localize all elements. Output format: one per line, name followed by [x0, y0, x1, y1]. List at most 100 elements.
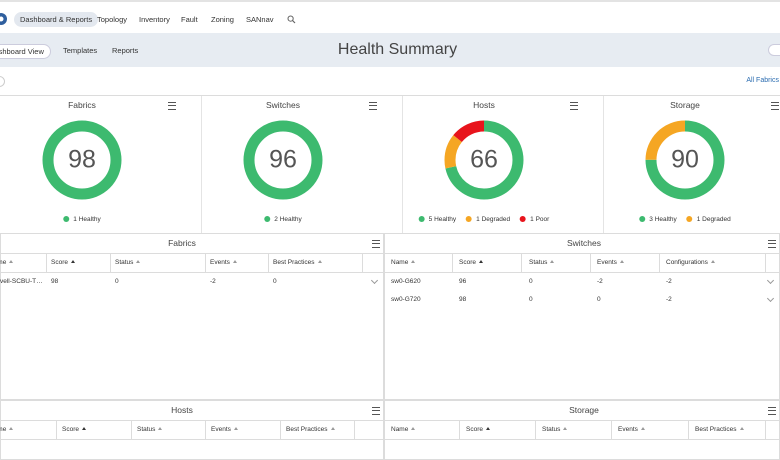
- column-header[interactable]: Name: [0, 426, 14, 433]
- legend-item: 2 Healthy: [264, 216, 302, 223]
- cell: 0: [115, 278, 119, 285]
- column-label: Score: [459, 259, 476, 266]
- legend-dot: [264, 216, 271, 222]
- donut: [243, 120, 323, 200]
- settings-pill[interactable]: [768, 44, 780, 56]
- column-header[interactable]: Status: [115, 259, 141, 266]
- legend-count: 1: [476, 216, 480, 223]
- sort-icon: [330, 427, 335, 430]
- donut-segment: [444, 120, 524, 200]
- column-header[interactable]: Name: [391, 426, 416, 433]
- nav-item[interactable]: Fault: [181, 15, 198, 24]
- nav-item[interactable]: Inventory: [139, 15, 170, 24]
- sort-icon: [233, 427, 238, 430]
- column-divider: [611, 420, 612, 439]
- column-header[interactable]: Configurations: [666, 259, 715, 266]
- row-line: [0, 420, 384, 421]
- tab[interactable]: Dashboard View: [0, 44, 51, 59]
- cell: -2: [666, 278, 672, 285]
- column-label: Best Practices: [286, 426, 328, 433]
- table-panel: [384, 233, 780, 400]
- column-label: Score: [466, 426, 483, 433]
- table-title: Hosts: [171, 405, 193, 415]
- widget-title: Storage: [670, 100, 700, 110]
- row-line: [384, 439, 780, 440]
- nav-item[interactable]: Dashboard & Reports: [14, 12, 99, 27]
- menu-icon[interactable]: [372, 240, 380, 248]
- legend-count: 3: [649, 216, 653, 223]
- cell: 98: [51, 278, 59, 285]
- column-header[interactable]: Score: [51, 259, 75, 266]
- column-label: Name: [0, 259, 7, 266]
- widget-title: Hosts: [473, 100, 495, 110]
- toggle[interactable]: [0, 76, 5, 87]
- sort-icon: [563, 427, 568, 430]
- row-line: [384, 272, 780, 273]
- legend-dot: [418, 216, 425, 222]
- column-header[interactable]: Events: [211, 426, 238, 433]
- column-divider: [280, 420, 281, 439]
- score: 66: [470, 145, 498, 174]
- column-header[interactable]: Events: [618, 426, 645, 433]
- column-header[interactable]: Score: [466, 426, 490, 433]
- cell: sw0-G620: [391, 278, 421, 285]
- donut-segment: [645, 120, 725, 200]
- column-header[interactable]: Best Practices: [273, 259, 322, 266]
- legend-dot: [639, 216, 646, 222]
- sort-icon: [9, 427, 14, 430]
- search-icon[interactable]: [287, 15, 296, 24]
- legend-dot: [466, 216, 473, 222]
- tab[interactable]: Reports: [112, 46, 139, 55]
- menu-icon[interactable]: [768, 240, 776, 248]
- column-divider: [268, 253, 269, 272]
- legend: 5 Healthy 1 Degraded 1 Poor: [418, 216, 549, 223]
- column-divider: [131, 420, 132, 439]
- donut-segment: [444, 120, 524, 200]
- menu-icon[interactable]: [369, 102, 377, 110]
- column-label: Score: [62, 426, 79, 433]
- column-header[interactable]: Best Practices: [286, 426, 335, 433]
- menu-icon[interactable]: [570, 102, 578, 110]
- legend-label: Healthy: [78, 216, 101, 223]
- menu-icon[interactable]: [771, 102, 779, 110]
- filter-link[interactable]: All Fabrics: [746, 77, 779, 84]
- column-header[interactable]: Name: [0, 259, 14, 266]
- column-header[interactable]: Status: [542, 426, 568, 433]
- column-header[interactable]: Status: [137, 426, 163, 433]
- nav-item[interactable]: SANnav: [246, 15, 274, 24]
- nav-item[interactable]: Zoning: [211, 15, 234, 24]
- column-label: Name: [391, 259, 409, 266]
- score: 98: [68, 145, 96, 174]
- legend-count: 1: [73, 216, 77, 223]
- widget-title: Switches: [265, 100, 301, 110]
- column-divider: [590, 253, 591, 272]
- menu-icon[interactable]: [372, 407, 380, 415]
- cell: -2: [210, 278, 216, 285]
- nav-item[interactable]: Topology: [97, 15, 128, 24]
- legend-item: 1 Degraded: [466, 216, 510, 223]
- sort-icon: [710, 260, 715, 263]
- column-header[interactable]: Events: [210, 259, 237, 266]
- menu-icon[interactable]: [768, 407, 776, 415]
- column-header[interactable]: Status: [529, 259, 555, 266]
- page-title: Health Summary: [337, 41, 458, 58]
- legend-dot: [520, 216, 527, 222]
- column-header[interactable]: Best Practices: [695, 426, 744, 433]
- table-title: Switches: [566, 238, 602, 248]
- column-divider: [46, 253, 47, 272]
- legend-label: Degraded: [481, 216, 511, 223]
- donut: [645, 120, 725, 200]
- column-header[interactable]: Score: [459, 259, 483, 266]
- column-header[interactable]: Score: [62, 426, 86, 433]
- menu-icon[interactable]: [168, 102, 176, 110]
- tab[interactable]: Templates: [63, 46, 98, 55]
- cell: 0: [273, 278, 277, 285]
- column-header[interactable]: Events: [597, 259, 624, 266]
- column-header[interactable]: Name: [391, 259, 416, 266]
- column-label: Events: [618, 426, 638, 433]
- donut-segment: [243, 120, 323, 200]
- sort-icon: [485, 427, 490, 430]
- row-line: [0, 253, 384, 254]
- column-divider: [521, 253, 522, 272]
